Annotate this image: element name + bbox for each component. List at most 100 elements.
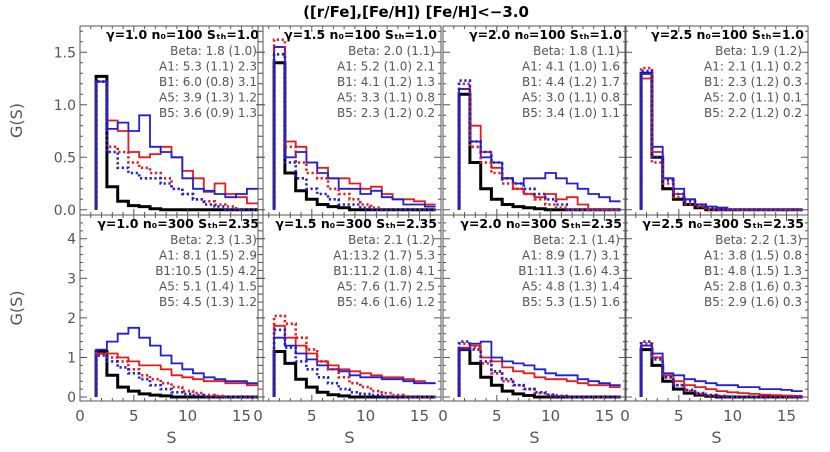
panel-stat: A5: 2.8 (1.6) 0.3 (704, 280, 802, 294)
panel-stat: A1: 8.1 (1.5) 2.9 (159, 249, 257, 263)
x-tick-label: 0 (253, 407, 263, 425)
panel-title: γ=1.5 n₀=100 Sₜₕ=1.0 (284, 27, 437, 42)
panel-1-3: 0 5 10 15 Sγ=2.5 n₀=300 Sₜₕ=2.35 Beta: 2.2 (1… (620, 214, 809, 447)
panel-stat: Beta: 2.1 (1.2) (348, 233, 435, 247)
x-axis-label: S (711, 428, 721, 447)
panel-stat: Beta: 2.0 (1.1) (348, 44, 435, 58)
histogram-B1 (458, 340, 621, 397)
panel-stat: A5: 4.8 (1.3) 1.4 (522, 280, 620, 294)
panel-stat: B5: 2.3 (1.2) 0.2 (337, 106, 435, 120)
panel-0-2: γ=2.0 n₀=100 Sₜₕ=1.0 Beta: 1.8 (1.1) A1: 4… (442, 25, 627, 216)
panel-title: γ=1.0 n₀=100 Sₜₕ=1.0 (106, 27, 259, 42)
histogram-B5 (94, 354, 258, 399)
panel-stat: A1: 4.1 (1.0) 1.6 (522, 60, 620, 74)
x-tick-label: 0 (438, 407, 448, 425)
histogram-beta (94, 74, 258, 212)
panel-title: γ=1.0 n₀=300 Sₜₕ=2.35 (97, 216, 259, 231)
x-tick-label: 10 (541, 407, 560, 425)
panel-stat: B5: 4.5 (1.3) 1.2 (159, 295, 257, 309)
histogram-B5 (457, 340, 621, 399)
histogram-A1 (95, 352, 258, 397)
panel-stat: B1:11.2 (1.8) 4.1 (333, 264, 435, 278)
panel-stat: B1: 6.0 (0.8) 3.1 (159, 75, 257, 89)
panel-stat: Beta: 1.8 (1.0) (170, 44, 257, 58)
y-tick-label: 0.5 (54, 150, 76, 166)
x-tick-label: 10 (356, 407, 375, 425)
panel-stat: A1:13.2 (1.7) 5.3 (333, 249, 435, 263)
panel-stat: Beta: 1.8 (1.1) (533, 44, 620, 58)
x-tick-label: 0 (75, 407, 85, 425)
histogram-A1 (458, 344, 621, 397)
panel-stat: A1: 5.2 (1.0) 2.1 (337, 60, 435, 74)
x-axis-label: S (529, 428, 539, 447)
histogram-B1 (95, 80, 258, 210)
x-tick-label: 15 (410, 407, 429, 425)
histogram-B5 (639, 69, 803, 212)
panel-stat: B5: 2.2 (1.2) 0.2 (704, 106, 802, 120)
histogram-A1 (273, 46, 436, 210)
y-tick-label: 3 (67, 271, 76, 287)
panel-0-1: γ=1.5 n₀=100 Sₜₕ=1.0 Beta: 2.0 (1.1) A1: 5… (257, 25, 442, 216)
histogram-B5 (272, 53, 436, 212)
histogram-A1 (273, 324, 436, 397)
panel-stat: Beta: 2.2 (1.3) (715, 233, 802, 247)
panel-title: γ=2.5 n₀=100 Sₜₕ=1.0 (651, 27, 804, 42)
panel-frame (79, 214, 264, 402)
y-tick-label: 1.0 (54, 98, 76, 114)
panel-frame (442, 214, 627, 402)
histogram-B1 (95, 326, 258, 397)
panel-stat: Beta: 2.3 (1.3) (170, 233, 257, 247)
y-tick-label: 4 (67, 232, 76, 248)
panel-0-3: γ=2.5 n₀=100 Sₜₕ=1.0 Beta: 1.9 (1.2) A1: 2… (624, 25, 809, 216)
x-tick-label: 5 (129, 407, 139, 425)
panel-stat: Beta: 1.9 (1.2) (715, 44, 802, 58)
panel-1-2: 0 5 10 15 Sγ=2.0 n₀=300 Sₜₕ=2.35 Beta: 2.1 (1… (438, 214, 627, 447)
panel-stat: B1: 4.4 (1.2) 1.7 (522, 75, 620, 89)
panel-title: γ=2.0 n₀=100 Sₜₕ=1.0 (469, 27, 622, 42)
x-tick-label: 15 (777, 407, 796, 425)
panel-stat: A5: 2.0 (1.1) 0.1 (704, 91, 802, 105)
panel-stat: B1: 4.1 (1.2) 1.3 (337, 75, 435, 89)
histogram-beta (272, 61, 436, 212)
y-axis-label: G(S) (7, 290, 26, 325)
histogram-A5 (272, 38, 436, 212)
panel-0-0: 0.0 0.5 1.0 1.5 γ=1.0 n₀=100 Sₜₕ=1.0 Beta: 1.… (54, 25, 264, 219)
panel-stat: A1: 5.3 (1.1) 2.3 (159, 60, 257, 74)
panel-stat: A5: 3.9 (1.3) 1.2 (159, 91, 257, 105)
x-tick-label: 15 (595, 407, 614, 425)
panel-stat: A5: 7.6 (1.7) 2.5 (337, 280, 435, 294)
y-tick-label: 0.0 (54, 203, 76, 219)
y-tick-label: 1 (67, 350, 76, 366)
panel-stat: B5: 4.6 (1.6) 1.2 (337, 295, 435, 309)
panel-title: γ=1.5 n₀=300 Sₜₕ=2.35 (275, 216, 437, 231)
panel-stat: B5: 5.3 (1.5) 1.6 (522, 295, 620, 309)
histogram-A5 (457, 342, 621, 399)
x-tick-label: 10 (178, 407, 197, 425)
panel-stat: B1:10.5 (1.5) 4.2 (155, 264, 257, 278)
y-tick-label: 0 (67, 390, 76, 406)
histogram-A5 (94, 80, 258, 212)
x-tick-label: 5 (307, 407, 317, 425)
histogram-B5 (94, 80, 258, 212)
x-tick-label: 5 (492, 407, 502, 425)
panel-1-1: 0 5 10 15 Sγ=1.5 n₀=300 Sₜₕ=2.35 Beta: 2.1 (1… (253, 214, 442, 447)
histogram-B1 (273, 336, 436, 397)
x-axis-label: S (344, 428, 354, 447)
x-axis-label: S (166, 428, 176, 447)
histogram-beta (272, 350, 436, 399)
histogram-B1 (458, 88, 621, 210)
panel-title: γ=2.5 n₀=300 Sₜₕ=2.35 (642, 216, 804, 231)
y-axis-label: G(S) (7, 103, 26, 138)
panel-frame (257, 214, 442, 402)
histogram-B1 (273, 46, 436, 210)
histogram-B5 (272, 328, 436, 399)
panel-stat: B5: 3.4 (1.0) 1.1 (522, 106, 620, 120)
y-tick-label: 2 (67, 311, 76, 327)
histogram-grid: 0.0 0.5 1.0 1.5 γ=1.0 n₀=100 Sₜₕ=1.0 Beta: 1.… (7, 25, 809, 447)
panel-stat: A5: 3.0 (1.1) 0.8 (522, 91, 620, 105)
panel-stat: A5: 3.3 (1.1) 0.8 (337, 91, 435, 105)
x-tick-label: 0 (620, 407, 630, 425)
panel-title: γ=2.0 n₀=300 Sₜₕ=2.35 (460, 216, 622, 231)
panel-stat: B5: 2.9 (1.6) 0.3 (704, 295, 802, 309)
